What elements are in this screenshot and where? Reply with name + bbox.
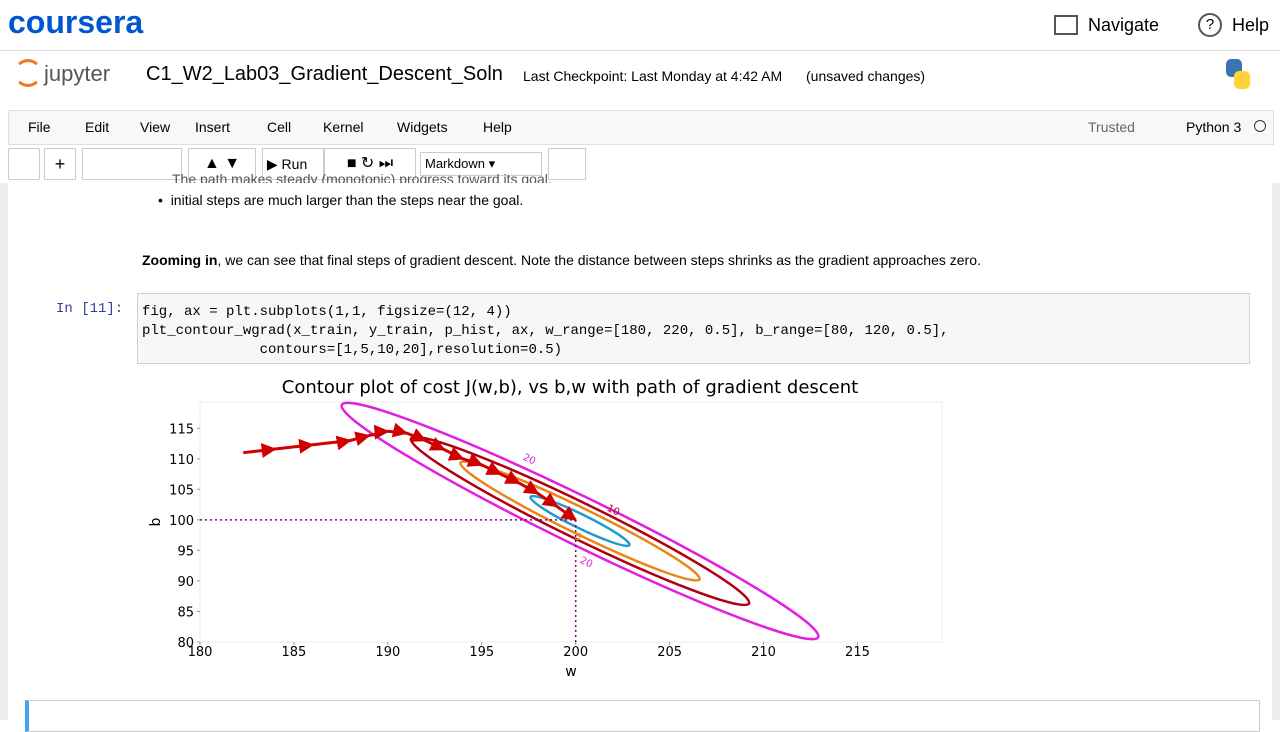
help-icon[interactable]: ? — [1198, 13, 1222, 37]
x-tick-label: 200 — [563, 645, 588, 660]
navigate[interactable]: Navigate — [1088, 15, 1160, 35]
y-tick-label: 85 — [177, 605, 194, 620]
jupyter-logo[interactable]: jupyter — [44, 61, 111, 86]
notebook-title[interactable]: C1_W2_Lab03_Gradient_Descent_Soln — [146, 63, 503, 85]
run-button[interactable]: ▶ Run — [262, 148, 324, 180]
kernel-name[interactable]: Python 3 — [1186, 119, 1242, 135]
y-axis-label: b — [148, 517, 164, 526]
brand[interactable]: coursera — [8, 4, 144, 40]
keyboard-button[interactable] — [548, 148, 586, 180]
y-tick-label: 90 — [177, 575, 194, 590]
notebook-header: jupyter C1_W2_Lab03_Gradient_Descent_Sol… — [0, 51, 1280, 101]
code-cell[interactable]: fig, ax = plt.subplots(1,1, figsize=(12,… — [137, 293, 1250, 364]
menu-bar: File Edit View Insert Cell Kernel Widgets Help — [8, 110, 1274, 145]
menu-item[interactable]: Widgets — [397, 119, 448, 135]
help[interactable]: Help — [1232, 15, 1270, 35]
contour-label: 10 — [605, 503, 621, 518]
menu-item[interactable]: Insert — [195, 119, 231, 135]
code-line: fig, ax = plt.subplots(1,1, figsize=(12,… — [142, 304, 512, 320]
y-tick-label: 110 — [169, 453, 194, 468]
descent-path — [243, 422, 577, 522]
clipboard-buttons[interactable] — [82, 148, 182, 180]
menu-item[interactable]: Help — [483, 119, 512, 135]
run-label: Run — [281, 156, 308, 172]
y-tick-label: 105 — [169, 483, 194, 498]
cell-prompt: In [11]: — [56, 301, 124, 317]
x-tick-label: 180 — [188, 645, 213, 660]
x-tick-label: 185 — [282, 645, 307, 660]
plot-area — [199, 401, 943, 643]
menu-item[interactable]: Kernel — [323, 119, 364, 135]
side-gutter — [1272, 183, 1280, 720]
save-status: (unsaved changes) — [806, 68, 926, 84]
y-tick-label: 80 — [177, 636, 194, 651]
navigate-icon[interactable] — [1054, 15, 1078, 35]
kernel-indicator — [1254, 120, 1266, 132]
python-logo — [1226, 59, 1250, 89]
bullet: • initial steps are much larger than the… — [158, 192, 524, 208]
contour-label: 5 — [573, 531, 584, 544]
code-line: contours=[1,5,10,20],resolution=0.5) — [142, 342, 563, 358]
chart: Contour plot of cost J(w,b), vs b,w with… — [148, 377, 943, 680]
kernel-buttons[interactable]: ■ ↻ ⏭ — [324, 148, 416, 180]
bullet-text: initial steps are much larger than the s… — [170, 192, 524, 208]
x-tick-label: 195 — [469, 645, 494, 660]
toolbar: + ▲ ▼ ▶ Run ■ ↻ ⏭ Markdown ▾ — [8, 148, 608, 180]
side-gutter — [0, 183, 8, 720]
checkpoint: Last Checkpoint: Last Monday at 4:42 AM — [523, 68, 783, 84]
cell-type-select[interactable]: Markdown ▾ — [420, 152, 542, 176]
y-tick-label: 115 — [169, 422, 194, 437]
x-tick-label: 190 — [375, 645, 400, 660]
code-line: plt_contour_wgrad(x_train, y_train, p_hi… — [142, 323, 949, 339]
y-tick-label: 100 — [169, 514, 194, 529]
contour-label: 20 — [578, 555, 594, 570]
add-button[interactable]: + — [44, 148, 76, 180]
menu-item[interactable]: View — [140, 119, 171, 135]
y-tick-label: 95 — [177, 544, 194, 559]
contour-line — [340, 401, 820, 641]
trusted[interactable]: Trusted — [1088, 119, 1135, 135]
bold-text: Zooming in — [142, 252, 218, 268]
chart-title: Contour plot of cost J(w,b), vs b,w with… — [282, 377, 858, 398]
x-tick-label: 215 — [845, 645, 870, 660]
move-buttons[interactable]: ▲ ▼ — [188, 148, 256, 180]
text: , we can see that final steps of gradien… — [217, 252, 981, 268]
x-tick-label: 205 — [657, 645, 682, 660]
menu-item[interactable]: Cell — [267, 119, 292, 135]
code: fig, ax = plt.subplots(1,1, figsize=(12,… — [142, 303, 949, 360]
save-button[interactable] — [8, 148, 40, 180]
cell-type: Markdown — [425, 156, 485, 171]
menu-item[interactable]: File — [28, 119, 51, 135]
markdown-text: Zooming in, we can see that final steps … — [142, 252, 981, 268]
jupyter-icon — [14, 59, 42, 87]
top-bar: coursera Navigate ? Help — [0, 0, 1280, 51]
next-cell[interactable] — [25, 700, 1260, 732]
menu-item[interactable]: Edit — [85, 119, 110, 135]
x-tick-label: 210 — [751, 645, 776, 660]
cover — [8, 183, 1272, 189]
x-axis-label: w — [565, 664, 576, 680]
